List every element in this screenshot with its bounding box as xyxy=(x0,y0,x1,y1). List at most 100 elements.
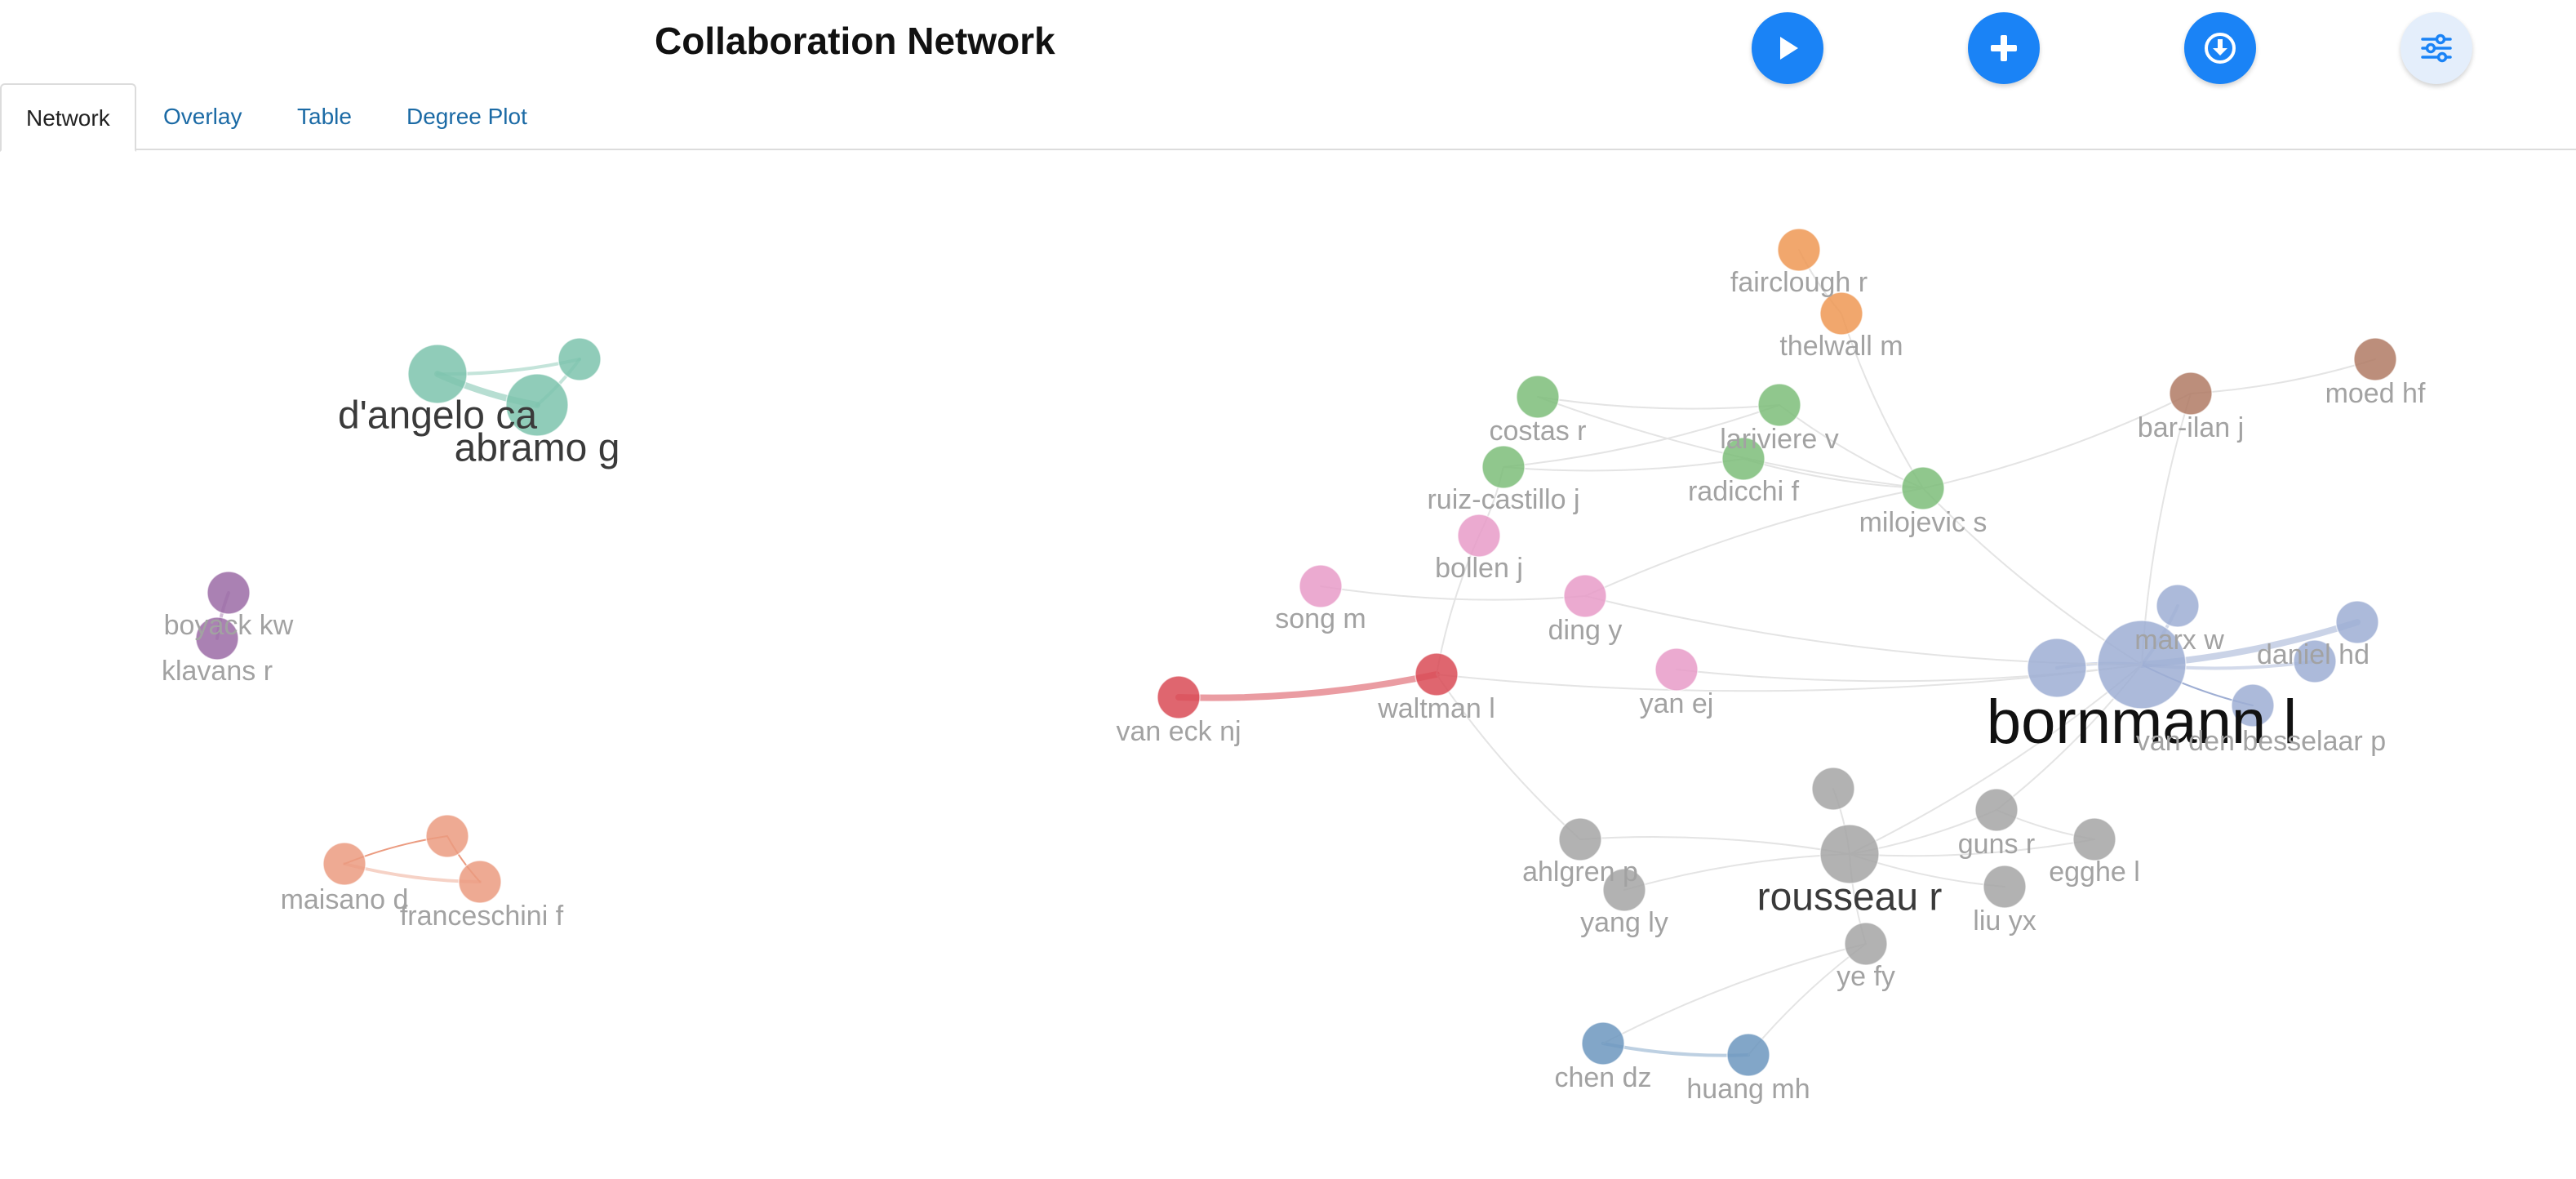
network-node-ahlgren[interactable] xyxy=(1558,817,1602,861)
page-title: Collaboration Network xyxy=(655,20,1055,62)
network-node-label-vandenbesselaar: van den besselaar p xyxy=(2136,726,2386,757)
network-node-klavans[interactable] xyxy=(195,616,239,661)
network-node-yefy[interactable] xyxy=(1844,922,1888,966)
network-edge-barilan-moed xyxy=(2190,358,2376,394)
network-node-label-fairclough: fairclough r xyxy=(1730,267,1868,298)
network-node-boyack[interactable] xyxy=(207,571,251,615)
network-node-label-yangly: yang ly xyxy=(1580,907,1668,938)
network-node-danielhd[interactable] xyxy=(2335,600,2379,644)
tab-network[interactable]: Network xyxy=(0,83,136,152)
network-node-label-dangelo: d'angelo ca xyxy=(338,394,537,438)
network-node-abramo[interactable] xyxy=(505,373,569,437)
network-node-maisano[interactable] xyxy=(322,842,366,886)
network-node-vaneck[interactable] xyxy=(1157,675,1201,719)
tab-table[interactable]: Table xyxy=(297,104,352,129)
network-node-label-chendz: chen dz xyxy=(1554,1062,1651,1093)
network-node-waltman[interactable] xyxy=(1415,652,1459,696)
network-node-yangly[interactable] xyxy=(1602,868,1646,912)
network-node-moed[interactable] xyxy=(2353,337,2397,381)
network-edge-ruiz-lariviere xyxy=(1503,404,1780,468)
network-node-label-huangmh: huang mh xyxy=(1686,1074,1810,1105)
network-nodes xyxy=(195,228,2397,1077)
network-edge-radicchi-milojevic xyxy=(1743,458,1924,489)
network-node-liuyx[interactable] xyxy=(1983,865,2027,909)
network-node-label-waltman: waltman l xyxy=(1377,693,1495,724)
network-node-label-bornmann: bornmann l xyxy=(1987,687,2297,757)
network-node-gray1[interactable] xyxy=(1811,767,1855,811)
network-node-label-bollen: bollen j xyxy=(1435,553,1523,584)
plus-icon xyxy=(1991,35,2017,61)
play-button[interactable] xyxy=(1752,12,1823,84)
network-edge-milojevic-barilan xyxy=(1922,393,2192,489)
network-node-label-costas: costas r xyxy=(1489,416,1586,447)
network-node-lav5[interactable] xyxy=(2293,639,2337,683)
network-node-label-ahlgren: ahlgren p xyxy=(1522,856,1638,888)
network-node-label-abramo: abramo g xyxy=(455,427,620,470)
network-node-bornmann[interactable] xyxy=(2097,620,2187,710)
network-node-costas[interactable] xyxy=(1516,375,1560,419)
network-edge-rousseau-egghe xyxy=(1849,839,2095,857)
network-node-label-thelwall: thelwall m xyxy=(1779,331,1903,362)
network-edge-costas-lariviere xyxy=(1537,396,1780,410)
network-node-guns[interactable] xyxy=(1974,788,2019,832)
network-node-label-milojevic: milojevic s xyxy=(1859,507,1988,538)
settings-button[interactable] xyxy=(2401,12,2472,84)
network-edge-waltman-ahlgren xyxy=(1436,674,1581,840)
network-node-label-rousseau: rousseau r xyxy=(1757,876,1943,919)
download-icon xyxy=(2205,33,2236,64)
add-button[interactable] xyxy=(1968,12,2040,84)
network-node-label-yefy: ye fy xyxy=(1837,961,1895,992)
network-node-dangelo[interactable] xyxy=(407,344,468,404)
network-node-label-guns: guns r xyxy=(1958,829,2036,860)
network-node-milojevic[interactable] xyxy=(1901,466,1945,510)
play-icon xyxy=(1780,37,1798,60)
network-node-franceschini[interactable] xyxy=(458,860,502,904)
network-node-label-radicchi: radicchi f xyxy=(1688,476,1800,507)
network-node-marx[interactable] xyxy=(2156,584,2200,628)
network-node-barilan[interactable] xyxy=(2169,371,2213,416)
network-edge-thelwall-milojevic xyxy=(1841,313,1924,489)
network-node-label-dingy: ding y xyxy=(1548,615,1623,646)
network-node-label-yanej: yan ej xyxy=(1640,688,1714,719)
network-node-fairclough[interactable] xyxy=(1777,228,1821,272)
network-node-rousseau[interactable] xyxy=(1819,824,1880,884)
network-node-label-marx: marx w xyxy=(2134,625,2224,656)
network-node-label-liuyx: liu yx xyxy=(1973,905,2036,937)
network-edge-ruiz-radicchi xyxy=(1503,458,1744,472)
network-node-label-vaneck: van eck nj xyxy=(1116,716,1241,747)
network-node-label-barilan: bar-ilan j xyxy=(2138,412,2244,443)
network-edge-milojevic-dingy xyxy=(1584,487,1924,597)
network-node-label-klavans: klavans r xyxy=(162,656,273,687)
network-node-dingy[interactable] xyxy=(1563,574,1607,618)
network-node-label-moed: moed hf xyxy=(2325,378,2426,409)
network-node-label-egghe: egghe l xyxy=(2049,856,2140,888)
network-edge-rousseau-ahlgren xyxy=(1579,836,1850,855)
network-node-chendz[interactable] xyxy=(1581,1021,1625,1066)
download-button[interactable] xyxy=(2184,12,2256,84)
tab-degree-plot[interactable]: Degree Plot xyxy=(406,104,527,129)
network-node-thelwall[interactable] xyxy=(1819,291,1863,336)
network-edge-vaneck-waltman xyxy=(1175,671,1440,701)
network-node-egghe[interactable] xyxy=(2072,817,2116,861)
network-node-bollen[interactable] xyxy=(1457,514,1501,558)
network-node-lav2[interactable] xyxy=(2027,638,2087,698)
network-node-huangmh[interactable] xyxy=(1726,1033,1770,1077)
network-node-label-ruiz: ruiz-castillo j xyxy=(1427,484,1579,515)
network-node-radicchi[interactable] xyxy=(1721,437,1765,481)
tab-overlay[interactable]: Overlay xyxy=(163,104,242,129)
network-node-teal3[interactable] xyxy=(557,337,602,381)
network-node-vandenbesselaar[interactable] xyxy=(2231,683,2275,727)
network-node-ruiz[interactable] xyxy=(1481,445,1526,489)
network-node-label-maisano: maisano d xyxy=(281,884,409,915)
network-node-lariviere[interactable] xyxy=(1757,383,1801,427)
network-node-label-danielhd: daniel hd xyxy=(2257,639,2369,670)
network-node-label-boyack: boyack kw xyxy=(164,610,294,641)
sliders-icon xyxy=(2421,33,2452,63)
network-node-songm[interactable] xyxy=(1299,564,1343,608)
network-node-yanej[interactable] xyxy=(1654,647,1699,692)
network-node-label-lariviere: lariviere v xyxy=(1720,424,1838,455)
network-node-label-franceschini: franceschini f xyxy=(400,901,564,932)
network-node-salmon1[interactable] xyxy=(425,814,469,858)
